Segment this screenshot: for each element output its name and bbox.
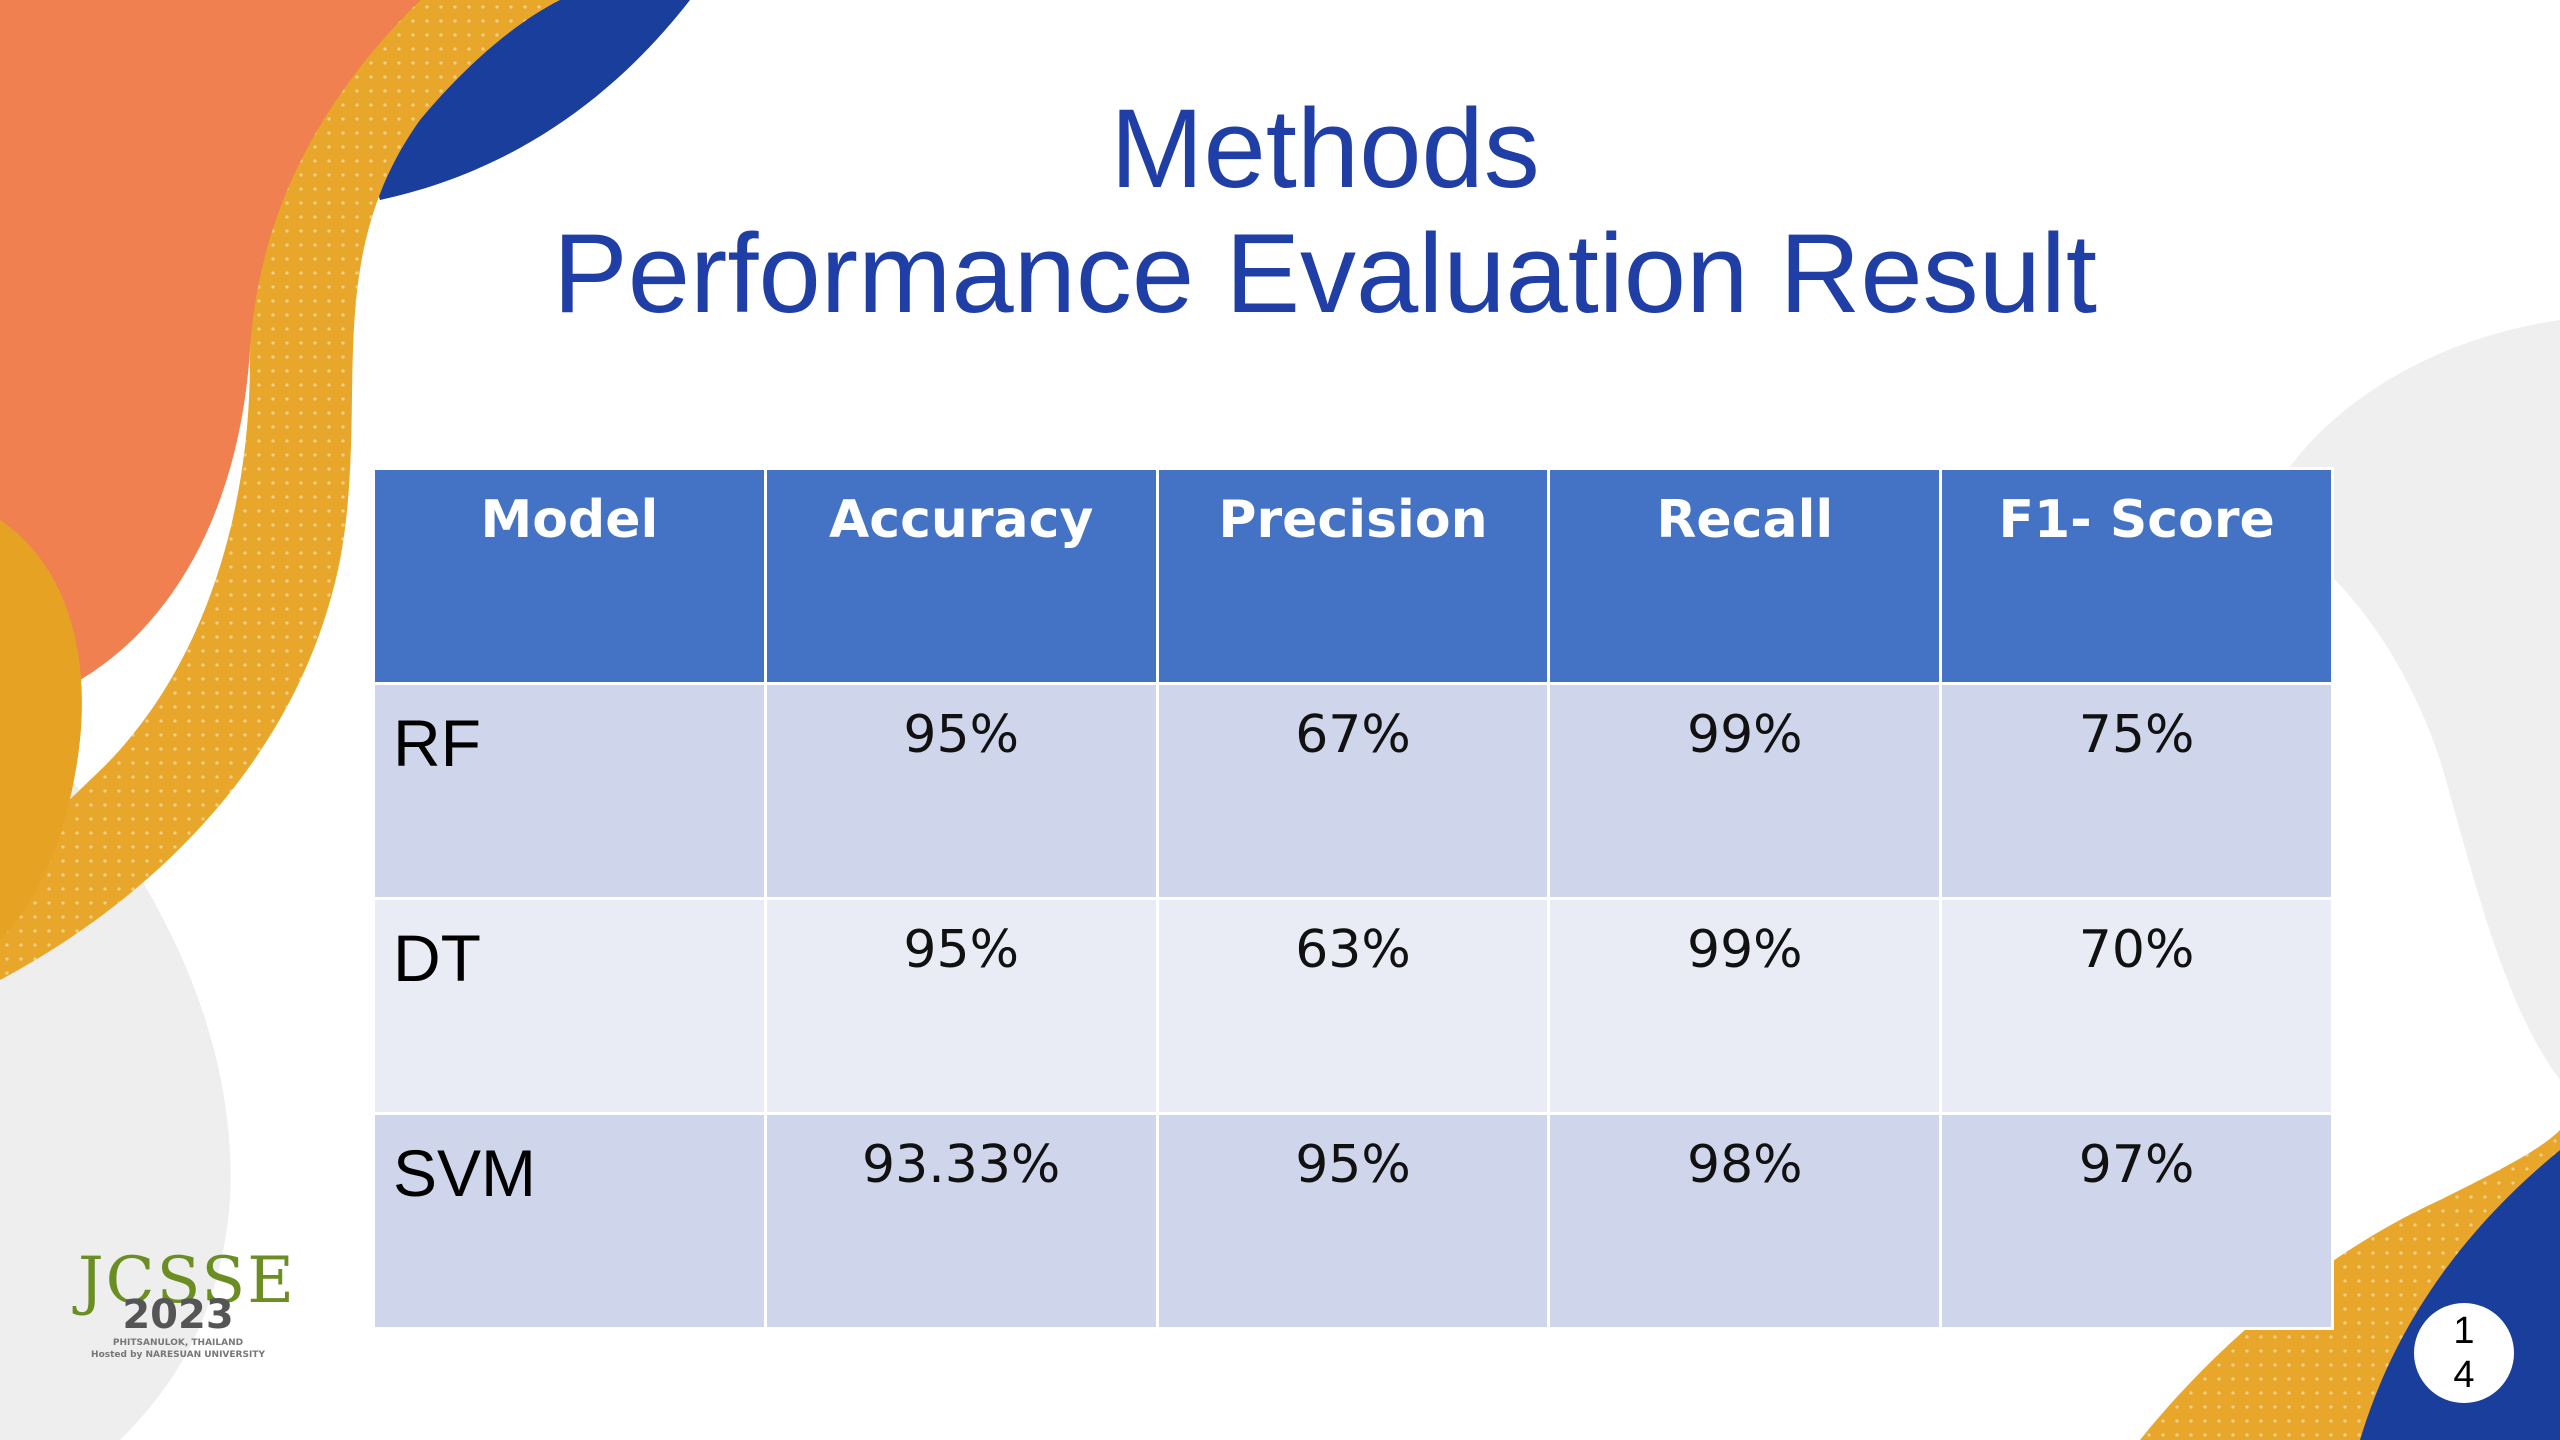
cell-f1-score: 97%: [1939, 1112, 2334, 1330]
cell-model: DT: [372, 897, 767, 1115]
cell-recall: 98%: [1547, 1112, 1943, 1330]
logo-name: JCSSE: [78, 1244, 296, 1318]
cell-accuracy: 95%: [763, 897, 1159, 1115]
cell-recall: 99%: [1547, 897, 1943, 1115]
slide-number-badge: 14: [2414, 1303, 2514, 1403]
gold-band-dots: [0, 0, 560, 980]
header-recall: Recall: [1547, 467, 1943, 685]
logo-location: PHITSANULOK, THAILAND: [112, 1338, 244, 1348]
results-table: Model Accuracy Precision Recall F1- Scor…: [372, 467, 2334, 1330]
header-model: Model: [372, 467, 767, 685]
gold-blob-left: [0, 520, 82, 940]
cell-precision: 63%: [1155, 897, 1551, 1115]
slide-title-line2: Performance Evaluation Result: [553, 211, 2097, 336]
table-header-row: Model Accuracy Precision Recall F1- Scor…: [372, 467, 2334, 685]
cell-model: RF: [372, 682, 767, 900]
cell-f1-score: 75%: [1939, 682, 2334, 900]
header-accuracy: Accuracy: [763, 467, 1159, 685]
conference-logo: JCSSE 2023 PHITSANULOK, THAILAND Hosted …: [78, 1230, 296, 1360]
slide-number: 14: [2453, 1310, 2475, 1396]
slide-title-line1: Methods: [1110, 86, 1540, 211]
table-row: DT 95% 63% 99% 70%: [372, 897, 2334, 1115]
table-row: SVM 93.33% 95% 98% 97%: [372, 1112, 2334, 1330]
grey-swoosh-right: [2260, 320, 2560, 1080]
cell-precision: 67%: [1155, 682, 1551, 900]
header-f1-score: F1- Score: [1939, 467, 2334, 685]
cell-recall: 99%: [1547, 682, 1943, 900]
logo-year: 2023: [122, 1292, 234, 1338]
cell-model: SVM: [372, 1112, 767, 1330]
cell-f1-score: 70%: [1939, 897, 2334, 1115]
header-precision: Precision: [1155, 467, 1551, 685]
cell-accuracy: 95%: [763, 682, 1159, 900]
table-row: RF 95% 67% 99% 75%: [372, 682, 2334, 900]
orange-shape-top-left: [0, 0, 420, 715]
logo-host: Hosted by NARESUAN UNIVERSITY: [91, 1350, 265, 1360]
cell-precision: 95%: [1155, 1112, 1551, 1330]
cell-accuracy: 93.33%: [763, 1112, 1159, 1330]
